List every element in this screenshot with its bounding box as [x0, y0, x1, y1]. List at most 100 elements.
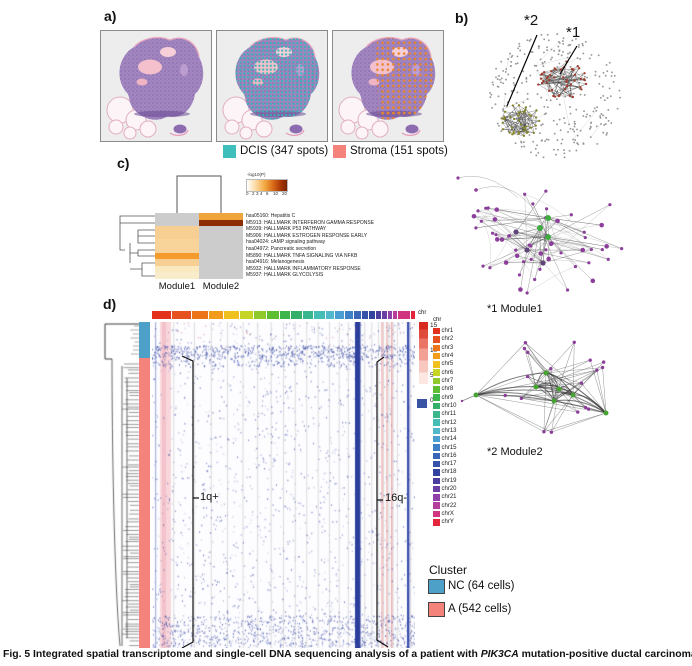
module1-network [456, 175, 624, 295]
pathway-heatmap-row [155, 245, 243, 253]
pathway-heatmap-row [155, 226, 243, 233]
chr-legend-label: chr1 [441, 328, 454, 335]
caption-post: mutation-positive ductal carcinoma in si… [521, 649, 692, 660]
pathway-cell-module2 [199, 213, 243, 220]
chr-legend-item: chr22 [433, 502, 457, 510]
pvalue-tick: 20 [282, 191, 288, 196]
panel-a-label: a) [104, 8, 117, 24]
copy-number-heatmap [152, 322, 415, 648]
pathway-row-label: hsa04972: Pancreatic secretion [246, 245, 317, 252]
chr-legend-item: chr1 [433, 327, 457, 335]
chr-legend-swatch [433, 394, 440, 401]
chr-bar-segment [344, 311, 353, 319]
chr-legend-item: chr18 [433, 468, 457, 476]
chr-legend-label: chr13 [441, 427, 457, 434]
tissue-image-stroma-spots [332, 30, 444, 142]
pathway-heatmap-row [155, 259, 243, 266]
cluster-a-segment [139, 358, 150, 648]
chr-bar-segment [224, 311, 239, 319]
cluster-nc-swatch [428, 579, 445, 594]
chr-legend: chr1 chr2 chr3 chr4 chr5 chr6 chr7 chr8 chr9 chr1… [433, 327, 457, 527]
cnv-colorbar-tick: 5 [430, 372, 434, 379]
cluster-a-label: A (542 cells) [448, 603, 512, 615]
cluster-a-swatch [428, 602, 445, 617]
chr-bar-segment [335, 311, 344, 319]
chr-legend-swatch [433, 519, 440, 526]
pathway-cell-module2 [199, 226, 243, 233]
pathway-cell-module1 [155, 219, 199, 227]
pathway-cell-module2 [199, 232, 243, 240]
chr-legend-item: chr19 [433, 477, 457, 485]
cluster-nc-segment [139, 322, 150, 358]
pathway-cell-module1 [155, 232, 199, 240]
chr-legend-item: chrX [433, 510, 457, 518]
chr-bar-segment [208, 311, 224, 319]
dcis-legend-swatch [223, 145, 236, 158]
cnv-annotation-brackets [181, 355, 389, 648]
chr-bar-segment [279, 311, 291, 319]
pvalue-tick: 6 [266, 191, 269, 196]
chromosome-color-bar [152, 311, 415, 319]
chr-bar-segment [361, 311, 369, 319]
pathway-cell-module2 [199, 219, 243, 227]
row-dendrogram [119, 215, 155, 277]
caption-pre: Fig. 5 Integrated spatial transcriptome … [3, 649, 481, 660]
chr-legend-swatch [433, 352, 440, 360]
module2-marker: *2 [524, 12, 539, 29]
module1-marker: *1 [566, 24, 581, 41]
chr-bar-segment [291, 311, 302, 319]
chr-legend-swatch [433, 469, 440, 476]
chr-legend-item: chrY [433, 518, 457, 526]
copy-number-colorbar [419, 322, 428, 396]
module2-network-label: *2 Module2 [487, 446, 543, 458]
chr-legend-label: chr4 [441, 353, 454, 360]
pathway-heatmap-row [155, 213, 243, 220]
chr-bar-segment [410, 311, 415, 319]
chr-bar-segment [325, 311, 335, 319]
pathway-heatmap-row [155, 239, 243, 246]
cnv-colorbar-tick: 0 [430, 397, 434, 404]
cluster-nc-label: NC (64 cells) [448, 580, 515, 592]
chr-legend-item: chr4 [433, 352, 457, 360]
pathway-row-label: hsa04024: cAMP signaling pathway [246, 239, 326, 246]
chr-legend-label: chr17 [441, 461, 457, 468]
stroma-legend-label: Stroma (151 spots) [350, 145, 448, 157]
tissue-image-he [100, 30, 212, 142]
chr-legend-label: chr18 [441, 469, 457, 476]
chr-legend-swatch [433, 402, 440, 410]
pathway-row-label: hsa05160: Hepatitis C [246, 213, 296, 219]
chr-legend-swatch [433, 336, 440, 343]
chr-legend-item: chr12 [433, 418, 457, 426]
pathway-heatmap [155, 213, 243, 279]
chr-legend-label: chr7 [441, 378, 454, 385]
module2-network [460, 340, 609, 434]
chr-bar-segment [314, 311, 325, 319]
chr-legend-item: chr21 [433, 493, 457, 501]
chr-legend-item: chr6 [433, 369, 457, 377]
chr-legend-label: chr11 [441, 411, 457, 418]
chr-bar-segment [397, 311, 410, 319]
chr-legend-swatch [433, 485, 440, 493]
chr-legend-swatch [433, 510, 440, 518]
pathway-row-label: M5932: HALLMARK INFLAMMATORY RESPONSE [246, 265, 361, 272]
pathway-row-label: M5937: HALLMARK GLYCOLYSIS [246, 272, 324, 279]
tissue-image-dcis-spots [216, 30, 328, 142]
pathway-cell-module2 [199, 245, 243, 253]
chr-legend-item: chr17 [433, 460, 457, 468]
pvalue-tick: 3 [256, 191, 259, 196]
pathway-cell-module1 [155, 226, 199, 233]
zero-copy-swatch [417, 399, 427, 408]
chr-legend-label: chr19 [441, 477, 457, 484]
chr-legend-label: chr8 [441, 386, 454, 393]
pvalue-colorbar-title: -log10(P) [247, 172, 266, 177]
chr-legend-swatch [433, 419, 440, 426]
panel-b-label: b) [455, 10, 469, 26]
chr-legend-label: chr20 [441, 486, 457, 493]
chr-legend-swatch [433, 377, 440, 385]
pathway-cell-module1 [155, 245, 199, 253]
chr-legend-item: chr13 [433, 427, 457, 435]
chr-legend-label: chr12 [441, 419, 457, 426]
pathway-heatmap-row [155, 232, 243, 240]
chr-legend-item: chr8 [433, 385, 457, 393]
